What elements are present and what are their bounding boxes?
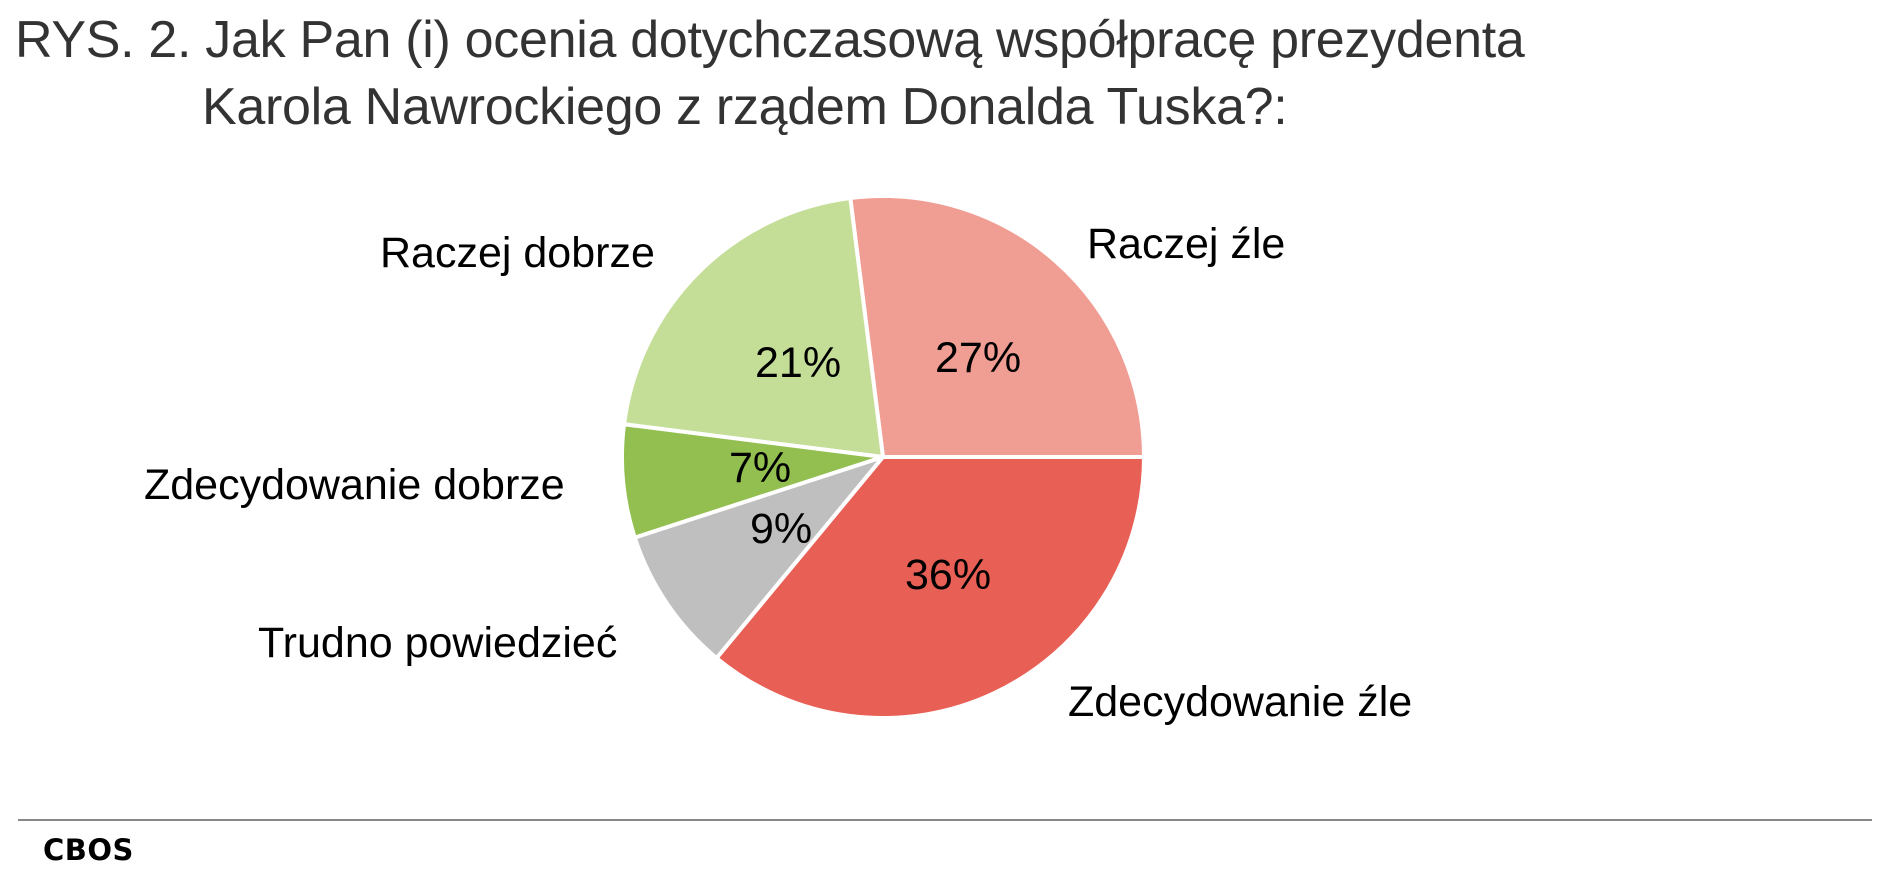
slice-label-zdecydowanie-dobrze: Zdecydowanie dobrze [144,461,565,509]
pie-slice-raczej-źle [848,194,1146,459]
slice-label-trudno-powiedziec: Trudno powiedzieć [258,619,617,667]
footer-separator [18,819,1872,821]
slice-label-raczej-zle: Raczej źle [1087,220,1285,268]
pie-slice-raczej-dobrze [622,196,885,459]
slice-value-zdecydowanie-zle: 36% [905,551,991,599]
pie-slice-zdecydowanie-źle [714,455,1146,720]
slice-label-raczej-dobrze: Raczej dobrze [380,229,655,277]
chart-title-line-2: Karola Nawrockiego z rządem Donalda Tusk… [202,78,1288,136]
slice-value-raczej-dobrze: 21% [755,339,841,387]
pie-slice-zdecydowanie-dobrze [620,422,885,540]
chart-title-line-1: RYS. 2. Jak Pan (i) ocenia dotychczasową… [15,11,1525,69]
slice-value-zdecydowanie-dobrze: 7% [729,444,791,492]
pie-slice-trudno-powiedzieć [632,455,885,661]
slice-value-raczej-zle: 27% [935,334,1021,382]
source-label: CBOS [43,833,134,867]
pie-slices [620,194,1146,720]
slice-label-zdecydowanie-zle: Zdecydowanie źle [1068,678,1412,726]
slice-value-trudno-powiedziec: 9% [750,505,812,553]
